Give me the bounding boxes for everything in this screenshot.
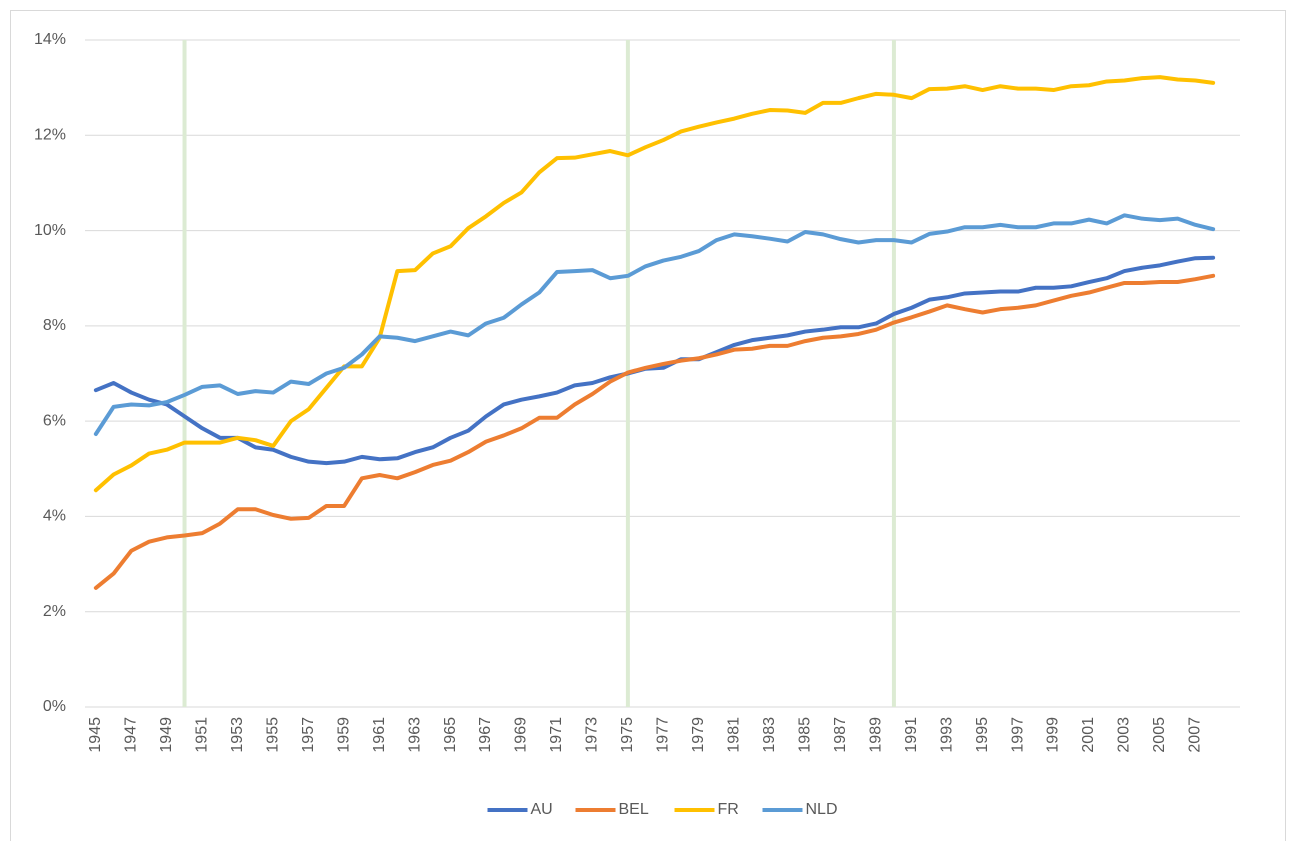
x-tick-label: 1973 bbox=[584, 717, 601, 753]
x-tick-label: 1993 bbox=[938, 717, 955, 753]
x-tick-label: 1963 bbox=[406, 717, 423, 753]
x-tick-label: 1981 bbox=[726, 717, 743, 753]
series-line bbox=[93, 213, 1216, 437]
x-tick-label: 1983 bbox=[761, 717, 778, 753]
x-tick-label: 2005 bbox=[1151, 717, 1168, 753]
x-tick-label: 1949 bbox=[158, 717, 175, 753]
x-tick-label: 1969 bbox=[513, 717, 530, 753]
y-tick-label: 2% bbox=[43, 603, 66, 620]
y-tick-label: 8% bbox=[43, 317, 66, 334]
x-tick-label: 1955 bbox=[264, 717, 281, 753]
x-tick-label: 2007 bbox=[1187, 717, 1204, 753]
y-tick-label: 14% bbox=[34, 31, 66, 48]
x-tick-label: 2001 bbox=[1080, 717, 1097, 753]
x-tick-label: 1971 bbox=[548, 717, 565, 753]
x-tick-label: 1985 bbox=[796, 717, 813, 753]
x-tick-label: 1989 bbox=[867, 717, 884, 753]
x-tick-label: 1999 bbox=[1045, 717, 1062, 753]
x-tick-label: 1987 bbox=[832, 717, 849, 753]
y-tick-label: 0% bbox=[43, 698, 66, 715]
y-tick-label: 4% bbox=[43, 508, 66, 525]
series-line bbox=[93, 273, 1216, 590]
x-tick-label: 1967 bbox=[477, 717, 494, 753]
y-tick-label: 6% bbox=[43, 412, 66, 429]
x-tick-label: 1965 bbox=[442, 717, 459, 753]
x-tick-label: 1957 bbox=[300, 717, 317, 753]
x-tick-label: 1975 bbox=[619, 717, 636, 753]
x-tick-label: 1995 bbox=[974, 717, 991, 753]
series-line bbox=[93, 75, 1216, 493]
legend-label: AU bbox=[531, 801, 553, 818]
x-tick-label: 1959 bbox=[335, 717, 352, 753]
legend-label: BEL bbox=[619, 801, 649, 818]
y-tick-label: 10% bbox=[34, 222, 66, 239]
x-tick-label: 2003 bbox=[1116, 717, 1133, 753]
y-tick-label: 12% bbox=[34, 127, 66, 144]
x-tick-label: 1979 bbox=[690, 717, 707, 753]
legend-label: FR bbox=[718, 801, 739, 818]
x-tick-label: 1945 bbox=[87, 717, 104, 753]
x-tick-label: 1953 bbox=[229, 717, 246, 753]
x-tick-label: 1991 bbox=[903, 717, 920, 753]
x-tick-label: 1977 bbox=[655, 717, 672, 753]
chart-border bbox=[10, 10, 1286, 841]
x-tick-label: 1951 bbox=[193, 717, 210, 753]
x-tick-label: 1997 bbox=[1009, 717, 1026, 753]
legend-label: NLD bbox=[806, 801, 838, 818]
x-tick-label: 1947 bbox=[123, 717, 140, 753]
series-line bbox=[93, 255, 1216, 466]
x-tick-label: 1961 bbox=[371, 717, 388, 753]
